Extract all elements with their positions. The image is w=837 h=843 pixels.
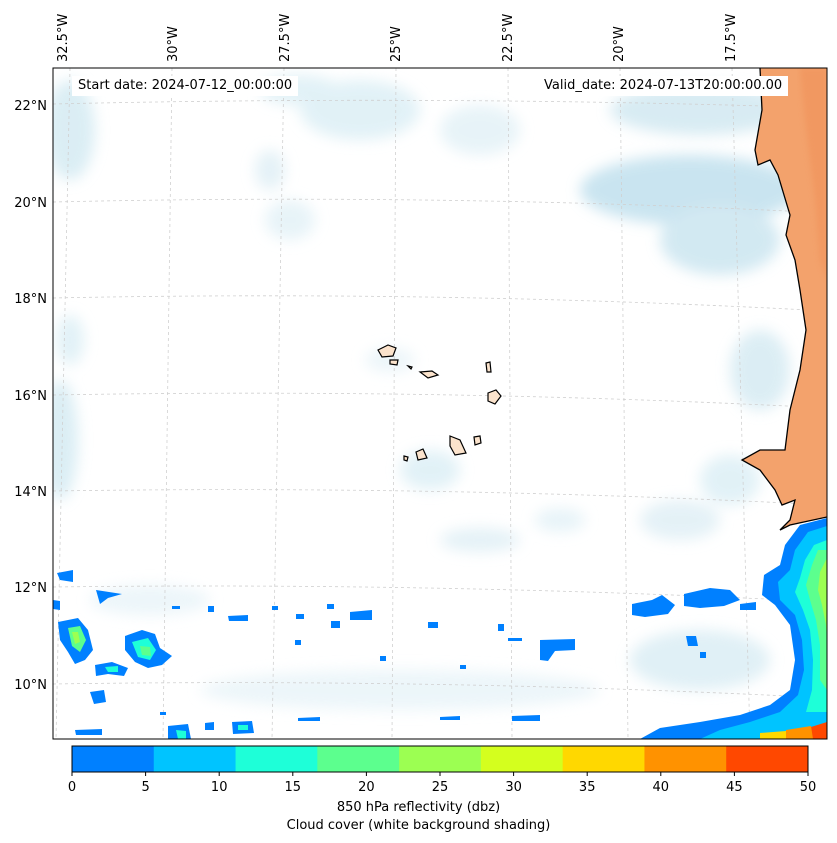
colorbar-tick-label: 35 <box>579 780 596 795</box>
graticule <box>53 68 827 739</box>
lat-label: 20°N <box>14 196 47 211</box>
longitude-labels: 32.5°W 30°W 27.5°W 25°W 22.5°W 20°W 17.5… <box>56 14 739 62</box>
lat-label: 22°N <box>14 99 47 114</box>
lat-label: 10°N <box>14 678 47 693</box>
lon-label: 22.5°W <box>501 14 516 62</box>
colorbar-title: 850 hPa reflectivity (dbz) <box>336 800 501 815</box>
colorbar-tick-label: 5 <box>141 780 149 795</box>
colorbar-segment <box>153 746 237 772</box>
colorbar-segment <box>644 746 727 772</box>
lat-label: 12°N <box>14 581 47 596</box>
colorbar-tick-label: 50 <box>800 780 817 795</box>
colorbar-segment <box>72 746 155 772</box>
valid-date-label: Valid_date: 2024-07-13T20:00:00.00 <box>538 76 789 96</box>
colorbar-subtitle: Cloud cover (white background shading) <box>286 818 551 833</box>
colorbar-tick-label: 45 <box>726 780 743 795</box>
reflectivity-contours <box>53 518 827 739</box>
lat-label: 16°N <box>14 389 47 404</box>
latitude-labels: 22°N 20°N 18°N 16°N 14°N 12°N 10°N <box>14 99 47 693</box>
coastline <box>740 68 827 531</box>
cape-verde-islands <box>377 344 502 462</box>
lon-label: 30°W <box>166 26 181 62</box>
lon-label: 32.5°W <box>56 14 71 62</box>
colorbar-segment <box>317 746 400 772</box>
colorbar-segment <box>562 746 645 772</box>
colorbar-tick-label: 15 <box>285 780 302 795</box>
colorbar-tick-label: 10 <box>211 780 228 795</box>
colorbar-tick-label: 20 <box>358 780 375 795</box>
lon-label: 20°W <box>612 26 627 62</box>
lon-label: 27.5°W <box>278 14 293 62</box>
map-frame <box>52 67 828 740</box>
colorbar: 0 5 10 15 20 25 30 35 40 45 50 <box>68 745 817 795</box>
colorbar-segment <box>399 746 482 772</box>
colorbar-segment <box>480 746 564 772</box>
cloud-cover-shading <box>53 75 800 710</box>
lat-label: 18°N <box>14 292 47 307</box>
colorbar-tick-label: 25 <box>432 780 449 795</box>
colorbar-tick-label: 40 <box>653 780 670 795</box>
colorbar-segment <box>235 746 318 772</box>
lat-label: 14°N <box>14 485 47 500</box>
lon-label: 17.5°W <box>724 14 739 62</box>
start-date-label: Start date: 2024-07-12_00:00:00 <box>72 76 299 96</box>
africa-landmass <box>742 68 827 530</box>
colorbar-tick-label: 30 <box>505 780 522 795</box>
colorbar-segment <box>726 746 809 772</box>
colorbar-tick-label: 0 <box>68 780 76 795</box>
lon-label: 25°W <box>389 26 404 62</box>
africa-landmass-inner <box>800 68 827 280</box>
